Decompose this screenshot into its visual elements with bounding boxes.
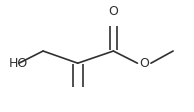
Text: HO: HO	[8, 57, 28, 70]
Text: O: O	[139, 57, 149, 70]
Text: O: O	[108, 5, 118, 18]
